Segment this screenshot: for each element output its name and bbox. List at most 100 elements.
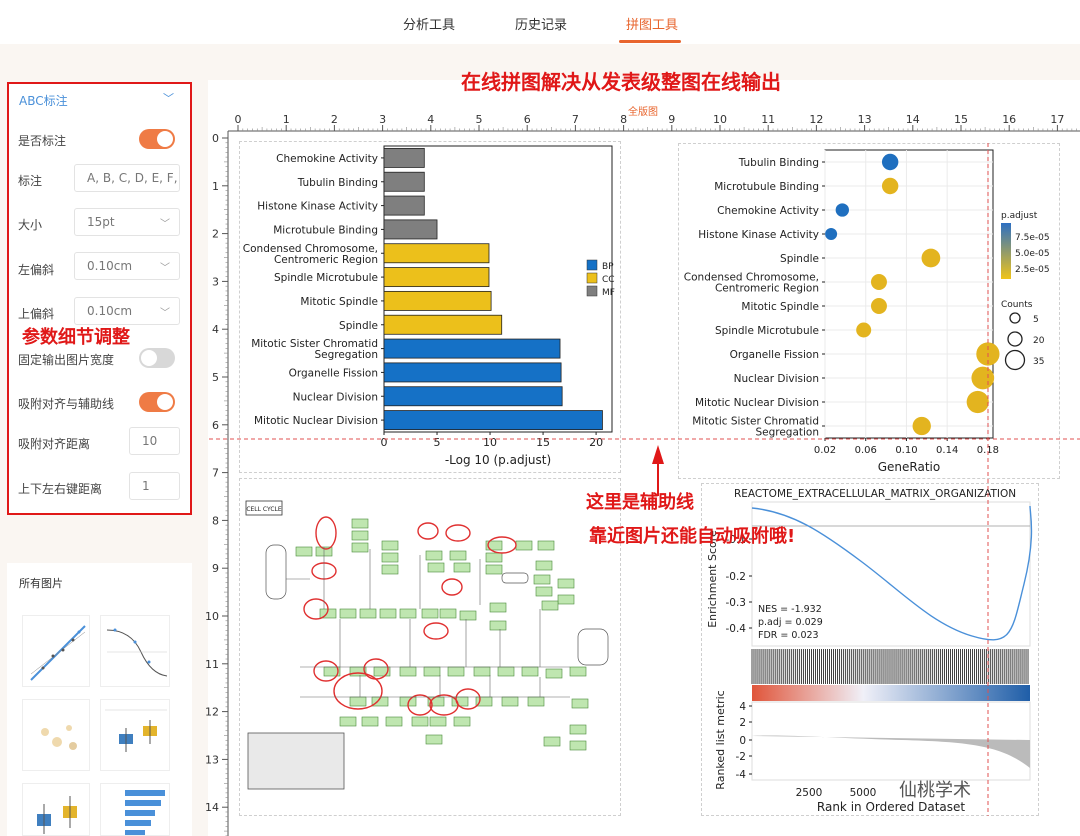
gene-box <box>537 540 555 551</box>
snap-distance-label: 吸附对齐距离 <box>18 437 91 451</box>
bar <box>383 338 561 359</box>
plot-frame <box>824 149 994 439</box>
label-input[interactable]: A, B, C, D, E, F, <box>74 164 180 192</box>
highlight-ellipse <box>315 516 337 550</box>
gene-box <box>485 540 503 551</box>
category-label: Condensed Chromosome, Centromeric Region <box>684 272 819 295</box>
tab-analysis-tools[interactable]: 分析工具 <box>403 18 456 33</box>
ubiquitin-box <box>577 628 609 666</box>
gene-box <box>425 550 443 561</box>
apoptosis-box <box>501 572 529 584</box>
size-legend-circle <box>1007 331 1023 347</box>
bar <box>383 267 490 288</box>
highlight-ellipse <box>423 622 449 640</box>
enrichment-curve <box>751 505 1033 641</box>
gene-box <box>543 736 561 747</box>
image-thumbnail[interactable] <box>22 699 90 771</box>
y-tick-label: -0.4 <box>726 623 747 635</box>
panel-dot-plot[interactable]: 0.02 0.06 0.10 0.14 0.18 Tubulin Binding Micro… <box>678 143 1060 479</box>
arrow-distance-input[interactable]: 1 <box>129 472 180 500</box>
gene-box <box>381 540 399 551</box>
gene-box <box>545 668 563 679</box>
highlight-ellipse <box>445 524 471 542</box>
x-tick-label: 5 <box>434 436 441 449</box>
snap-distance-input[interactable]: 10 <box>129 427 180 455</box>
category-label: Organelle Fission <box>289 367 378 379</box>
category-label: Mitotic Sister Chromatid Segregation <box>692 416 819 439</box>
category-label: Chemokine Activity <box>717 205 819 217</box>
size-legend-circle <box>1009 312 1021 324</box>
metric-axis-label: Ranked list metric <box>714 690 727 789</box>
image-thumbnail[interactable] <box>100 699 170 771</box>
image-thumbnail[interactable] <box>100 783 170 836</box>
dot <box>966 390 989 414</box>
gene-box <box>571 698 589 709</box>
gene-box <box>385 716 403 727</box>
tab-puzzle-tool[interactable]: 拼图工具 <box>626 18 679 33</box>
fixed-width-toggle[interactable] <box>139 348 175 368</box>
snap-toggle[interactable] <box>139 392 175 412</box>
gene-box <box>351 530 369 541</box>
chevron-down-icon[interactable]: ﹀ <box>163 92 174 105</box>
panel-gsea[interactable]: REACTOME_EXTRACELLULAR_MATRIX_ORGANIZATI… <box>701 483 1039 816</box>
x-tick-label: 0 <box>381 436 388 449</box>
section-title-abc[interactable]: ABC标注 <box>19 94 68 108</box>
active-tab-indicator <box>619 40 681 43</box>
highlight-ellipse <box>455 688 481 710</box>
color-legend-tick: 2.5e-05 <box>1015 265 1050 275</box>
gene-box <box>569 724 587 735</box>
chevron-down-icon: ﹀ <box>160 263 170 274</box>
gene-box <box>515 540 533 551</box>
tab-history[interactable]: 历史记录 <box>515 18 568 33</box>
annotate-toggle[interactable] <box>139 129 175 149</box>
bar <box>383 362 562 383</box>
fixed-width-label: 固定输出图片宽度 <box>18 353 115 367</box>
gene-box <box>339 608 357 619</box>
category-label: Chemokine Activity <box>276 153 378 165</box>
gene-box <box>381 564 399 575</box>
x-axis-label: Rank in Ordered Dataset <box>817 800 965 814</box>
gene-box <box>295 546 313 557</box>
cell-cycle-pathway: CELL CYCLE <box>245 500 609 790</box>
highlight-ellipse <box>417 522 439 540</box>
legend-box <box>247 732 345 790</box>
bar <box>383 243 490 264</box>
gene-box <box>501 696 519 707</box>
bar <box>383 195 425 216</box>
gsea-stat: FDR = 0.023 <box>758 630 819 641</box>
y-tick-label: -0.3 <box>726 597 747 609</box>
panel-pathway[interactable]: CELL CYCLE <box>239 478 621 816</box>
y-tick-label: -0.1 <box>726 534 747 546</box>
panel-bar-chart[interactable]: Chemokine Activity Tubulin Binding Histone… <box>239 141 621 473</box>
image-thumbnail[interactable] <box>22 615 90 687</box>
gsea-stat: NES = -1.932 <box>758 604 822 615</box>
gene-box <box>521 666 539 677</box>
chevron-down-icon: ﹀ <box>160 219 170 230</box>
y-tick-label: -4 <box>736 769 747 781</box>
top-offset-select[interactable]: 0.10cm ﹀ <box>74 297 180 325</box>
size-label: 大小 <box>18 218 43 232</box>
size-legend-circle <box>1004 349 1026 371</box>
plot-frame <box>383 145 613 433</box>
category-label: Mitotic Nuclear Division <box>695 397 819 409</box>
gene-box <box>361 716 379 727</box>
color-legend-tick: 5.0e-05 <box>1015 249 1050 259</box>
image-thumbnail[interactable] <box>100 615 170 687</box>
bar <box>383 290 492 311</box>
gene-box <box>351 542 369 553</box>
category-label: Microtubule Binding <box>273 224 378 236</box>
highlight-ellipse <box>333 672 383 710</box>
category-label: Microtubule Binding <box>714 181 819 193</box>
image-thumbnail[interactable] <box>22 783 90 836</box>
gsea-title: REACTOME_EXTRACELLULAR_MATRIX_ORGANIZATI… <box>734 488 1016 500</box>
gene-box <box>449 550 467 561</box>
size-select[interactable]: 15pt ﹀ <box>74 208 180 236</box>
y-tick-label: 0 <box>739 735 746 747</box>
gene-box <box>535 586 553 597</box>
dot <box>912 416 931 436</box>
bar <box>383 171 425 192</box>
left-offset-select[interactable]: 0.10cm ﹀ <box>74 252 180 280</box>
category-label: Nuclear Division <box>734 373 819 385</box>
x-tick-label: 0.02 <box>814 445 836 456</box>
bar <box>383 219 438 240</box>
